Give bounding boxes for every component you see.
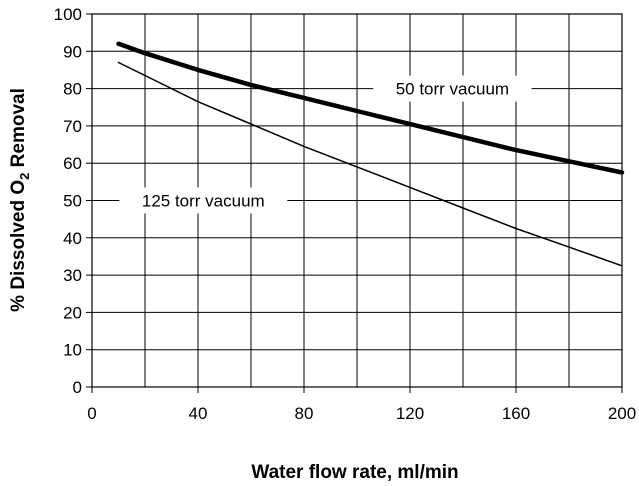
- y-tick-label: 50: [63, 192, 82, 211]
- y-axis-title-prefix: % Dissolved O: [8, 180, 29, 312]
- y-tick-label: 40: [63, 229, 82, 248]
- x-axis-title: Water flow rate, ml/min: [251, 462, 458, 483]
- annotation-background: [119, 187, 288, 214]
- y-tick-label: 80: [63, 80, 82, 99]
- x-tick-label: 0: [87, 404, 96, 423]
- y-tick-label: 60: [63, 154, 82, 173]
- y-tick-label: 70: [63, 117, 82, 136]
- y-axis-title-subscript: 2: [17, 173, 32, 180]
- x-tick-label: 80: [295, 404, 314, 423]
- x-axis-ticks: 0 40 80 120 160 200: [87, 387, 636, 423]
- series-label-125-torr: 125 torr vacuum: [142, 192, 265, 211]
- x-tick-label: 160: [502, 404, 530, 423]
- x-tick-label: 200: [608, 404, 636, 423]
- series-line-125-torr: [117, 61, 623, 267]
- y-axis-title: % Dissolved O2 Removal: [8, 88, 32, 312]
- series-annotations: 50 torr vacuum 125 torr vacuum: [119, 75, 532, 214]
- y-axis-title-suffix: Removal: [8, 88, 29, 172]
- y-tick-label: 30: [63, 266, 82, 285]
- y-tick-label: 10: [63, 341, 82, 360]
- x-tick-label: 40: [189, 404, 208, 423]
- series-label-50-torr: 50 torr vacuum: [396, 80, 509, 99]
- annotation-background: [373, 75, 532, 102]
- y-tick-label: 0: [73, 378, 82, 397]
- y-tick-label: 100: [54, 5, 82, 24]
- x-tick-label: 120: [396, 404, 424, 423]
- y-axis-ticks: 0 10 20 30 40 50 60 70 80 90 100: [54, 5, 92, 397]
- series-line-50-torr: [116, 41, 625, 175]
- y-tick-label: 90: [63, 42, 82, 61]
- y-tick-label: 20: [63, 303, 82, 322]
- grid-lines: [91, 13, 623, 388]
- series-lines: [116, 41, 625, 267]
